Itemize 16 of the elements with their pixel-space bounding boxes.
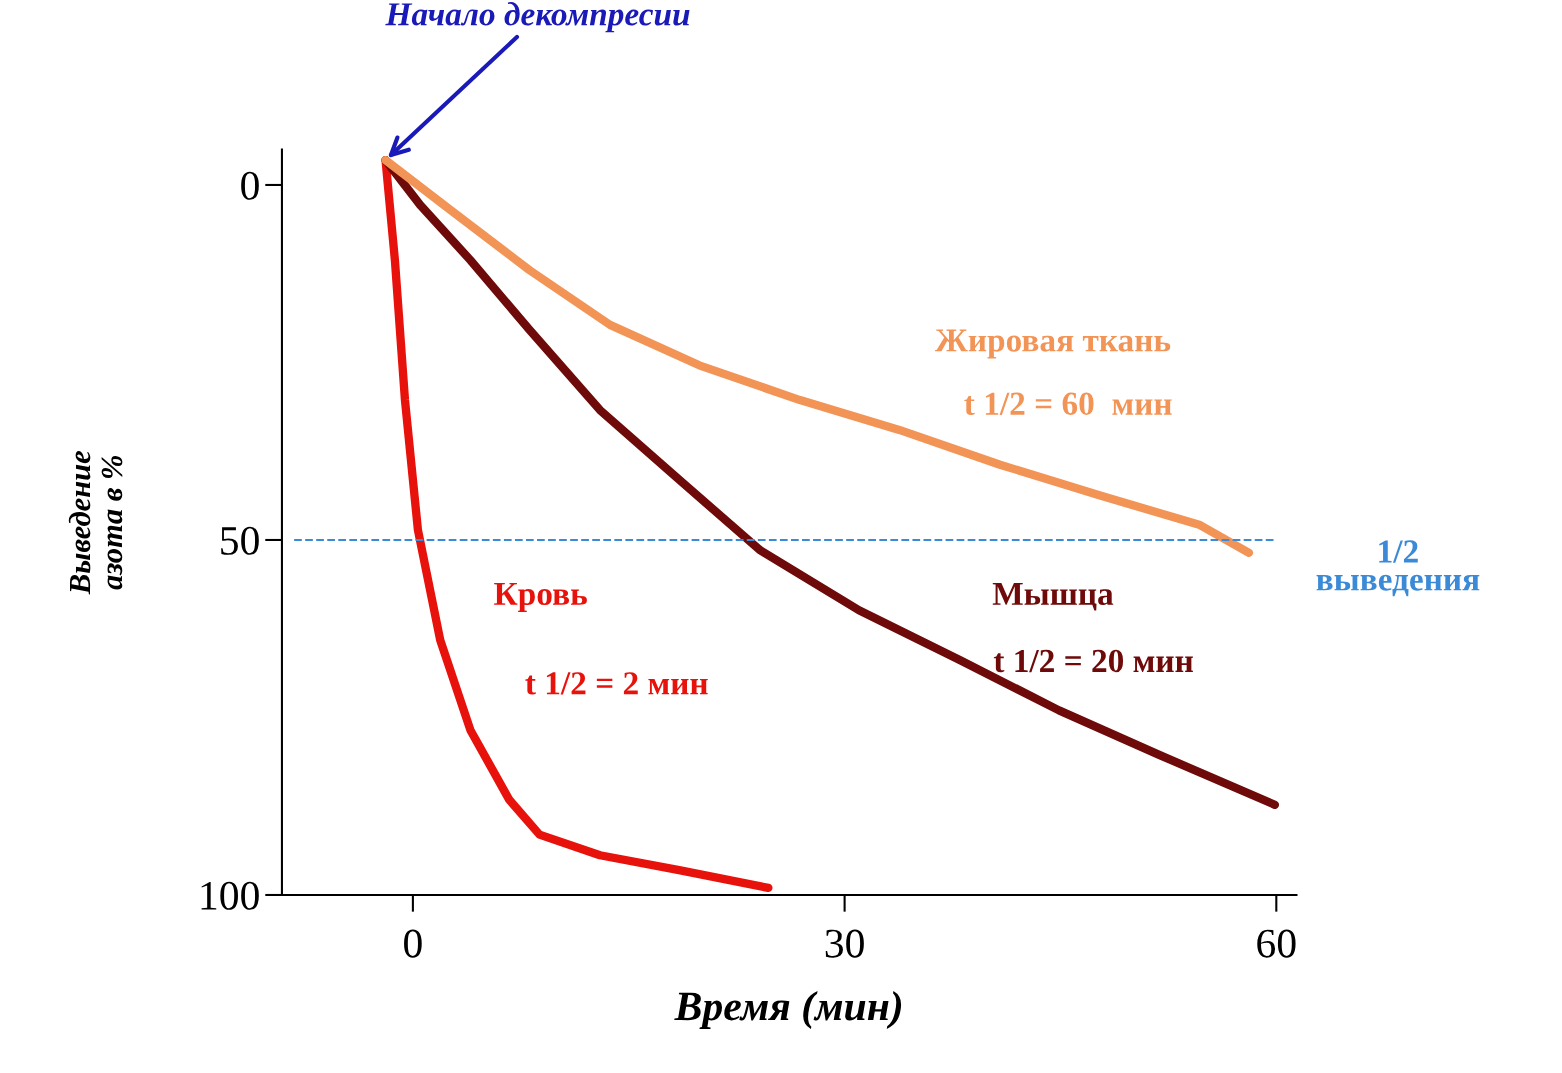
x-tick-label: 30 <box>825 929 864 958</box>
y-tick-label: 50 <box>221 526 259 555</box>
annotation: t 1/2 = 2 мин <box>525 672 708 695</box>
x-axis-title: Время (мин) <box>674 991 902 1029</box>
annotation: t 1/2 = 60 мин <box>964 392 1172 416</box>
series-label: Кровь <box>494 582 587 612</box>
x-tick-label: 60 <box>1257 929 1296 958</box>
x-tick-label: 0 <box>404 929 422 958</box>
series-label: Мышца <box>992 582 1114 611</box>
ref-line-label: 1/2 выведения <box>1316 540 1480 597</box>
y-tick-label: 0 <box>241 171 259 200</box>
y-axis-title: Выведение азота в % <box>68 450 123 595</box>
y-tick-label: 100 <box>201 881 259 910</box>
text: Жировая ткань <box>934 329 1171 359</box>
annotation: t 1/2 = 20 мин <box>993 649 1193 673</box>
annotation: Начало декомпресии <box>385 2 690 33</box>
